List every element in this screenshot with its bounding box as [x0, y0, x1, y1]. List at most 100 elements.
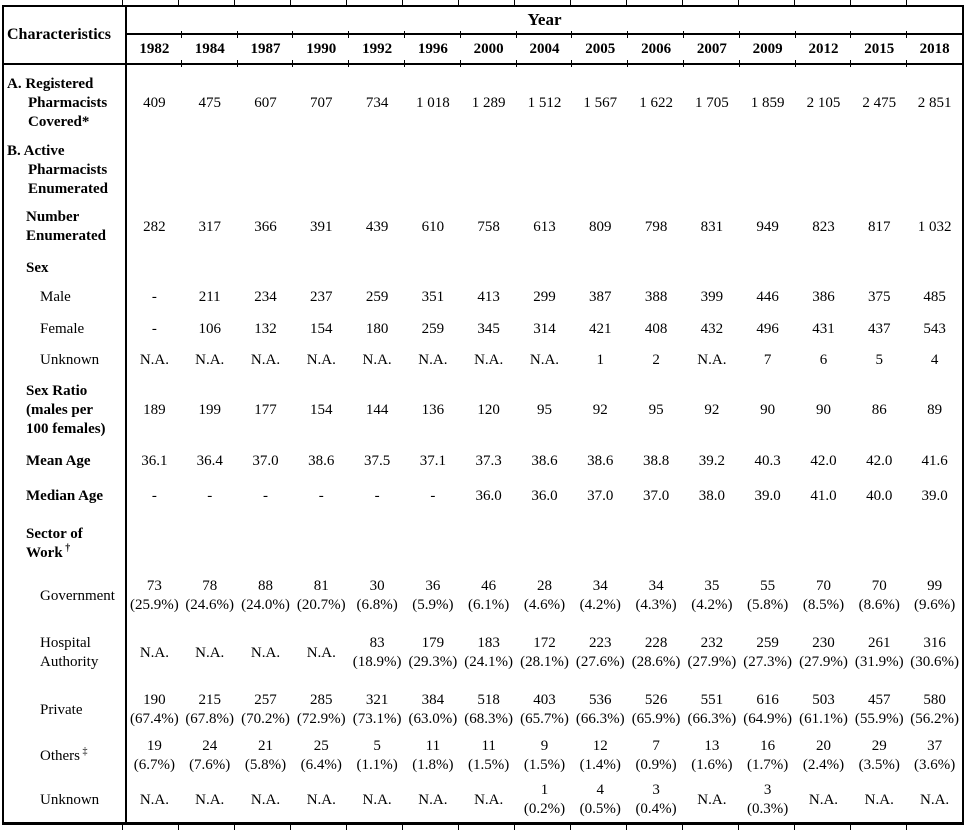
cell-hospital-authority-2012: 230 (27.9%) — [799, 635, 848, 670]
row-label-government: Government — [3, 573, 127, 619]
cell-mean-age-2018: 41.6 — [921, 452, 948, 469]
year-header-2004: 2004 — [515, 30, 573, 66]
row-label-registered-pharmacists: A. Registered Pharmacists Covered* — [3, 64, 127, 142]
cell-hospital-authority-1982: N.A. — [139, 644, 169, 661]
cell-registered-pharmacists-2000: 1 289 — [471, 95, 506, 111]
cell-female-2009: 496 — [756, 320, 779, 337]
cell-registered-pharmacists-2009: 1 859 — [750, 95, 785, 111]
cell-private-2009: 616 (64.9%) — [743, 692, 793, 727]
cell-number-enumerated-1990: 391 — [310, 218, 333, 235]
cell-female-2004: 314 — [533, 320, 556, 337]
cell-sector-unknown-2005: 4 (0.5%) — [579, 782, 621, 818]
cell-mean-age-2005: 38.6 — [587, 452, 614, 469]
row-label-sector-of-work: Sector of Work † — [3, 515, 127, 573]
row-label-sector-unknown: Unknown — [3, 779, 127, 823]
cell-others-2005: 12 (1.4%) — [579, 738, 621, 773]
cell-others-1987: 21 (5.8%) — [244, 738, 287, 773]
cell-female-1987: 132 — [254, 320, 277, 337]
cell-sex-ratio-1990: 154 — [310, 401, 333, 418]
cell-sex-ratio-2004: 95 — [536, 401, 552, 418]
row-median-age: Median Age - - - - - - 36.0 36.0 37.0 37.0 38.0 39.0… — [3, 477, 963, 515]
cell-sex-ratio-2000: 120 — [477, 401, 500, 418]
row-sex-unknown: Unknown N.A. N.A. N.A. N.A. N.A. N.A. N.A. N.A. 1… — [3, 345, 963, 375]
cell-mean-age-1990: 38.6 — [308, 452, 335, 469]
cell-sex-ratio-2006: 95 — [648, 401, 664, 418]
cell-female-2015: 437 — [868, 320, 891, 337]
year-header-2000: 2000 — [459, 30, 517, 66]
header-row-year: Characteristics Year — [3, 6, 963, 65]
cell-sex-ratio-1984: 199 — [198, 401, 221, 418]
cell-number-enumerated-2015: 817 — [868, 218, 891, 235]
row-female: Female - 106 132 154 180 259 345 314 421 408 432 496… — [3, 313, 963, 345]
cell-median-age-2000: 36.0 — [475, 487, 502, 504]
cell-sector-unknown-2009: 3 (0.3%) — [747, 782, 789, 818]
cell-sex-ratio-1982: 189 — [143, 401, 166, 418]
row-number-enumerated: Number Enumerated 282 317 366 391 439 610 758 613… — [3, 199, 963, 255]
cell-sex-unknown-1982: N.A. — [139, 351, 169, 368]
cell-government-1984: 78 (24.6%) — [185, 578, 235, 613]
cell-number-enumerated-1987: 366 — [254, 218, 277, 235]
cell-sex-ratio-1987: 177 — [254, 401, 277, 418]
cell-sex-unknown-1987: N.A. — [250, 351, 281, 368]
table-header: Characteristics Year 1982 1984 1987 1990 199… — [3, 6, 963, 66]
cell-female-2005: 421 — [589, 320, 612, 337]
cell-hospital-authority-1996: 179 (29.3%) — [408, 635, 458, 670]
row-sector-of-work: Sector of Work † — [3, 515, 963, 573]
row-label-others: Others ‡ — [3, 733, 127, 779]
cell-median-age-2005: 37.0 — [587, 487, 614, 504]
year-header-2015: 2015 — [850, 30, 908, 66]
cell-sector-unknown-2012: N.A. — [808, 791, 839, 808]
cell-sector-unknown-1987: N.A. — [250, 791, 281, 808]
cell-number-enumerated-2000: 758 — [477, 218, 500, 235]
cell-median-age-2012: 41.0 — [810, 487, 837, 504]
cell-private-2006: 526 (65.9%) — [631, 692, 681, 727]
cell-male-2009: 446 — [756, 288, 779, 305]
cell-female-2007: 432 — [700, 320, 724, 337]
year-header-2009: 2009 — [738, 30, 796, 66]
cell-sector-unknown-2018: N.A. — [919, 791, 950, 808]
cell-government-1990: 81 (20.7%) — [296, 578, 346, 613]
cell-male-2006: 388 — [644, 288, 668, 305]
cell-number-enumerated-2007: 831 — [700, 218, 724, 235]
characteristics-header: Characteristics — [3, 6, 127, 65]
years-row: 1982 1984 1987 1990 1992 1996 2000 2004 2005 2006… — [3, 30, 963, 66]
row-label-number-enumerated: Number Enumerated — [3, 199, 127, 255]
year-header-2007: 2007 — [682, 30, 740, 66]
cell-sex-unknown-1996: N.A. — [418, 351, 448, 368]
cell-mean-age-2009: 40.3 — [754, 452, 781, 469]
cell-female-1996: 259 — [421, 320, 445, 337]
row-label-male: Male — [3, 281, 127, 313]
cell-registered-pharmacists-1982: 409 — [143, 95, 166, 111]
cell-median-age-2015: 40.0 — [866, 487, 893, 504]
row-government: Government 73 (25.9%) 78 (24.6%) 88 (24.0%) 81(… — [3, 573, 963, 619]
cell-sector-unknown-1992: N.A. — [362, 791, 392, 808]
cell-government-1996: 36 (5.9%) — [412, 578, 454, 613]
cell-female-2012: 431 — [812, 320, 835, 337]
cropped-row-ticks-top — [2, 0, 964, 5]
cell-female-1992: 180 — [365, 320, 389, 337]
cell-hospital-authority-2004: 172 (28.1%) — [520, 635, 569, 670]
cell-male-2004: 299 — [533, 288, 556, 305]
cell-others-2018: 37 (3.6%) — [913, 738, 956, 773]
cell-male-1987: 234 — [254, 288, 277, 305]
cell-sex-unknown-2012: 6 — [819, 351, 828, 368]
row-label-female: Female — [3, 313, 127, 345]
cell-male-1982: - — [151, 288, 157, 305]
empty-region-sex — [126, 255, 963, 281]
cell-private-1982: 190 (67.4%) — [130, 692, 179, 727]
cell-private-2018: 580 (56.2%) — [910, 692, 959, 727]
cell-registered-pharmacists-1992: 734 — [365, 95, 389, 111]
cell-sex-ratio-2018: 89 — [927, 401, 943, 418]
cell-registered-pharmacists-1987: 607 — [254, 95, 277, 111]
year-header-1990: 1990 — [292, 30, 350, 66]
cell-sex-unknown-2006: 2 — [652, 351, 660, 368]
cell-registered-pharmacists-2005: 1 567 — [583, 95, 618, 111]
cell-mean-age-1987: 37.0 — [252, 452, 279, 469]
row-label-sex-ratio: Sex Ratio (males per 100 females) — [3, 375, 127, 445]
row-label-private: Private — [3, 687, 127, 733]
cell-number-enumerated-2005: 809 — [589, 218, 612, 235]
cell-others-1992: 5 (1.1%) — [356, 738, 398, 773]
cell-median-age-1984: - — [207, 487, 213, 504]
cell-sex-unknown-2000: N.A. — [474, 351, 504, 368]
cell-private-1992: 321 (73.1%) — [352, 692, 402, 727]
